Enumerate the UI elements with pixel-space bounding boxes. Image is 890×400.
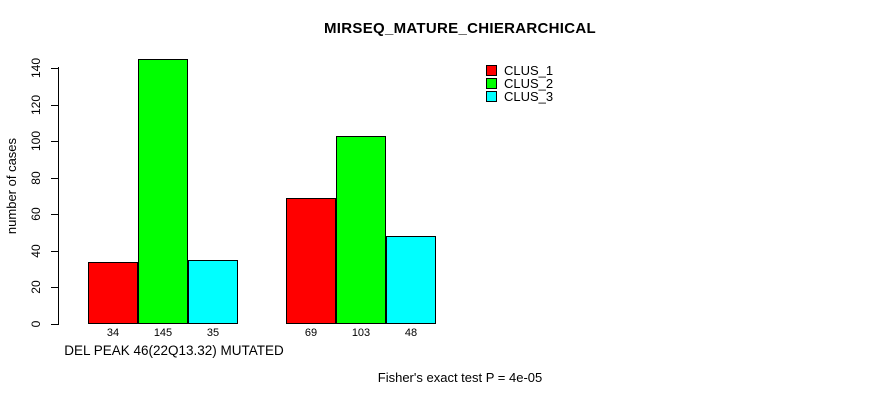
chart-title: MIRSEQ_MATURE_CHIERARCHICAL (324, 20, 596, 37)
y-tick-mark (51, 251, 58, 252)
y-tick-mark (51, 287, 58, 288)
legend-label: CLUS_2 (504, 76, 554, 91)
y-tick-mark (51, 214, 58, 215)
bar-clus_2-group2 (336, 136, 386, 324)
legend-swatch-clus_2 (486, 78, 497, 89)
bar-clus_1-group2 (286, 198, 336, 324)
x-group-label: DEL PEAK 46(22Q13.32) MUTATED (64, 343, 284, 358)
y-tick-mark (51, 68, 58, 69)
bar-clus_1-group1 (88, 262, 138, 324)
bar-value-label: 34 (106, 327, 120, 339)
y-tick-label: 100 (29, 130, 43, 152)
y-tick-mark (51, 178, 58, 179)
bar-clus_2-group1 (138, 59, 188, 324)
y-tick-mark (51, 105, 58, 106)
footnote-text: Fisher's exact test P = 4e-05 (377, 370, 543, 385)
bar-value-label: 48 (404, 327, 418, 339)
bar-value-label: 145 (153, 327, 173, 339)
legend-swatch-clus_3 (486, 91, 497, 102)
y-tick-label: 40 (29, 244, 43, 258)
bar-value-label: 69 (304, 327, 318, 339)
legend-row: CLUS_3 (486, 90, 553, 103)
bar-value-label: 103 (351, 327, 371, 339)
y-tick-mark (51, 141, 58, 142)
y-tick-label: 60 (29, 207, 43, 221)
y-tick-label: 140 (29, 57, 43, 79)
y-tick-label: 120 (29, 94, 43, 116)
legend-swatch-clus_1 (486, 65, 497, 76)
legend: CLUS_1 CLUS_2 CLUS_3 (486, 64, 553, 103)
y-tick-label: 20 (29, 280, 43, 294)
legend-label: CLUS_3 (504, 89, 554, 104)
bar-value-label: 35 (206, 327, 220, 339)
y-tick-label: 80 (29, 171, 43, 185)
bar-clus_3-group1 (188, 260, 238, 324)
legend-row: CLUS_1 (486, 64, 553, 77)
bar-clus_3-group2 (386, 236, 436, 324)
legend-label: CLUS_1 (504, 63, 554, 78)
y-tick-mark (51, 324, 58, 325)
legend-row: CLUS_2 (486, 77, 553, 90)
y-axis-line (58, 67, 59, 325)
y-tick-label: 0 (29, 320, 43, 328)
y-axis-title: number of cases (4, 137, 19, 235)
